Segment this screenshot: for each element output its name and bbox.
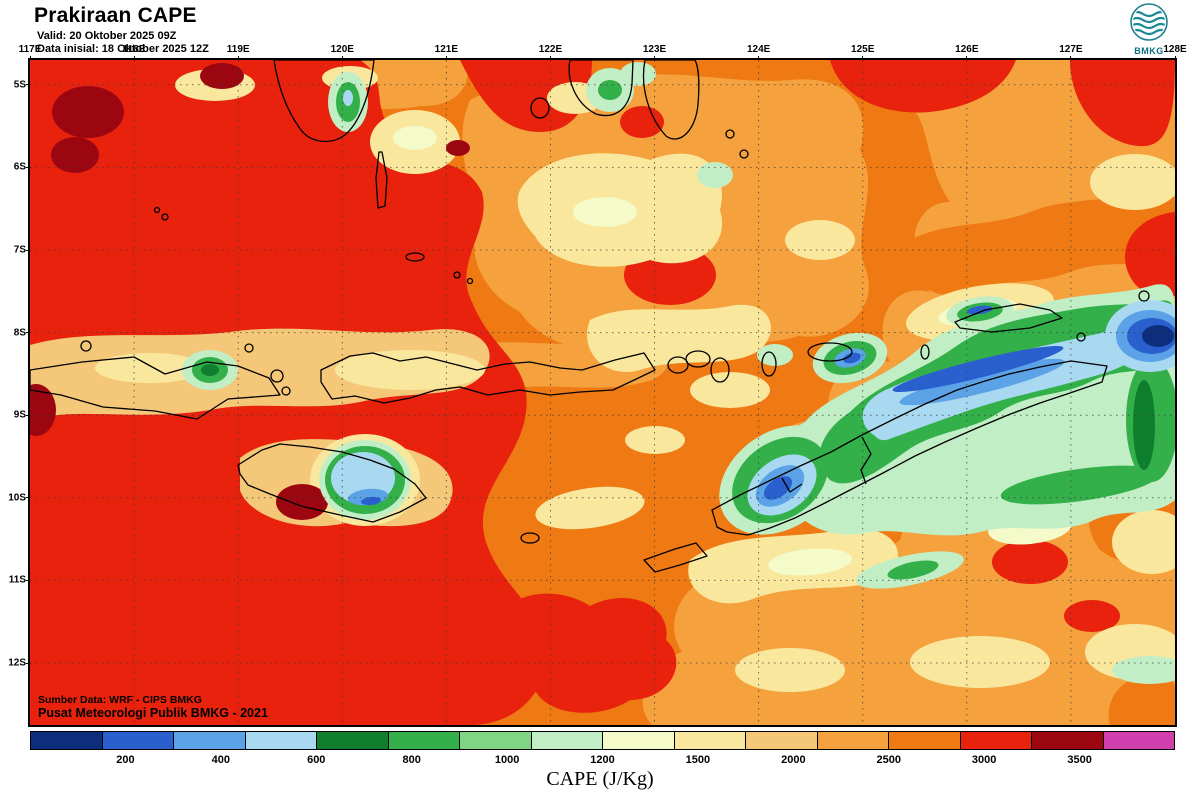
lon-label: 127E: [1059, 44, 1083, 55]
colorbar-cell: [31, 732, 103, 749]
lon-tick: [1174, 56, 1176, 60]
lon-label: 118E: [122, 44, 146, 55]
colorbar-tick-label: 2500: [876, 754, 901, 766]
colorbar-cell: [460, 732, 532, 749]
lon-label: 128E: [1163, 44, 1187, 55]
colorbar-caption: CAPE (J/Kg): [546, 768, 654, 790]
cape-map: Sumber Data: WRF - CIPS BMKG Pusat Meteo…: [28, 58, 1177, 727]
page-title: Prakiraan CAPE: [34, 4, 197, 27]
lon-label: 125E: [851, 44, 875, 55]
colorbar-cell: [317, 732, 389, 749]
lon-label: 120E: [330, 44, 354, 55]
colorbar-tick-label: 600: [307, 754, 326, 766]
initial-time: Data inisial: 18 Oktober 2025 12Z: [37, 43, 209, 55]
lat-label: 12S: [8, 657, 26, 669]
lon-tick: [1070, 56, 1072, 60]
lat-label: 8S: [13, 327, 26, 339]
colorbar-cell: [674, 732, 746, 749]
bmkg-logo-text: BMKG: [1134, 46, 1164, 56]
colorbar-cell: [889, 732, 961, 749]
lat-tick: [26, 166, 30, 168]
colorbar-cell: [817, 732, 889, 749]
colorbar-cell: [960, 732, 1032, 749]
lat-label: 7S: [13, 244, 26, 256]
lon-label: 124E: [746, 44, 771, 55]
colorbar-cell: [102, 732, 174, 749]
graticule: [30, 60, 1175, 725]
lat-tick: [26, 84, 30, 86]
bmkg-logo-icon: [1130, 3, 1168, 41]
lon-tick: [445, 56, 447, 60]
lat-tick: [26, 497, 30, 499]
colorbar-cell: [388, 732, 460, 749]
colorbar-cell: [531, 732, 603, 749]
coastlines: [30, 60, 1150, 573]
colorbar: [30, 731, 1175, 750]
lat-tick: [26, 249, 30, 251]
valid-time: Valid: 20 Oktober 2025 09Z: [37, 30, 177, 42]
lat-label: 5S: [13, 79, 26, 91]
colorbar-tick-label: 2000: [781, 754, 806, 766]
lon-label: 126E: [955, 44, 979, 55]
lon-tick: [133, 56, 135, 60]
lat-tick: [26, 662, 30, 664]
colorbar-cell: [245, 732, 317, 749]
data-source-credit: Sumber Data: WRF - CIPS BMKG: [38, 694, 202, 706]
lat-tick: [26, 414, 30, 416]
colorbar-tick-label: 3000: [971, 754, 997, 766]
lat-label: 10S: [8, 492, 26, 504]
lon-label: 121E: [434, 44, 459, 55]
lon-tick: [237, 56, 239, 60]
colorbar-cell: [603, 732, 675, 749]
lon-label: 117E: [18, 44, 42, 55]
lon-tick: [341, 56, 343, 60]
lon-label: 119E: [226, 44, 250, 55]
lon-tick: [966, 56, 968, 60]
lat-tick: [26, 579, 30, 581]
colorbar-cell: [174, 732, 246, 749]
colorbar-tick-label: 1500: [685, 754, 711, 766]
lat-tick: [26, 332, 30, 334]
cape-field: [30, 60, 1175, 725]
colorbar-tick-label: 1000: [494, 754, 520, 766]
lon-tick: [29, 56, 31, 60]
map-credits: Sumber Data: WRF - CIPS BMKG Pusat Meteo…: [38, 694, 268, 720]
colorbar-tick-label: 200: [116, 754, 135, 766]
lon-tick: [758, 56, 760, 60]
colorbar-tick-label: 400: [211, 754, 231, 766]
lat-label: 9S: [13, 409, 26, 421]
colorbar-cell: [746, 732, 818, 749]
colorbar-cell: [1032, 732, 1104, 749]
lon-tick: [862, 56, 864, 60]
lon-label: 123E: [642, 44, 667, 55]
colorbar-tick-label: 800: [402, 754, 421, 766]
colorbar-tick-label: 1200: [590, 754, 615, 766]
lon-label: 122E: [538, 44, 563, 55]
lon-tick: [654, 56, 656, 60]
lon-tick: [549, 56, 551, 60]
colorbar-cell: [1103, 732, 1174, 749]
lat-label: 6S: [13, 161, 26, 173]
bmkg-logo: BMKG: [1124, 2, 1174, 56]
publisher-credit: Pusat Meteorologi Publik BMKG - 2021: [38, 706, 268, 720]
cape-map-canvas: [30, 60, 1175, 725]
colorbar-tick-label: 3500: [1067, 754, 1092, 766]
lat-label: 11S: [8, 574, 26, 586]
